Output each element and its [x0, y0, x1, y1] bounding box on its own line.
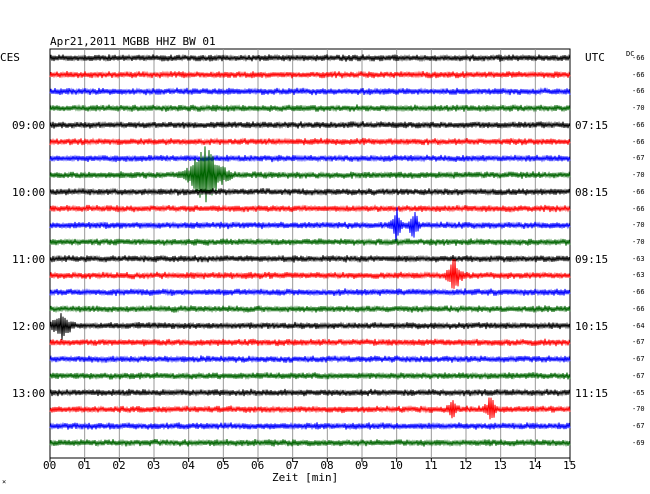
seismic-trace	[49, 388, 571, 397]
dc-value-label: -67	[632, 371, 645, 380]
seismic-trace	[49, 207, 571, 244]
right-time-label: 11:15	[575, 387, 609, 400]
dc-value-label: -67	[632, 154, 645, 163]
corner-mark: ×	[2, 478, 7, 486]
dc-value-label: -64	[632, 321, 645, 330]
x-tick-label: 03	[147, 459, 161, 472]
x-axis-label: Zeit [min]	[272, 471, 339, 484]
x-tick-label: 12	[459, 459, 473, 472]
seismic-trace	[49, 371, 571, 381]
seismic-trace	[49, 204, 571, 213]
dc-value-label: -70	[632, 405, 645, 414]
seismic-trace	[49, 53, 571, 63]
dc-value-label: -70	[632, 238, 645, 247]
dc-value-label: -67	[632, 338, 645, 347]
seismic-trace	[49, 237, 571, 247]
seismic-trace	[49, 103, 571, 113]
right-timezone-label: UTC	[585, 51, 605, 64]
x-tick-label: 04	[181, 459, 195, 472]
x-tick-label: 10	[389, 459, 403, 472]
seismic-trace	[49, 397, 571, 420]
x-tick-label: 00	[43, 459, 57, 472]
seismic-trace	[49, 254, 571, 263]
dc-value-label: -66	[632, 87, 645, 96]
x-tick-label: 15	[563, 459, 577, 472]
seismic-trace	[49, 338, 571, 347]
x-tick-label: 01	[77, 459, 91, 472]
dc-value-label: -70	[632, 221, 645, 230]
left-time-label: 13:00	[12, 387, 46, 400]
seismic-trace	[49, 355, 571, 364]
right-time-label: 10:15	[575, 320, 609, 333]
dc-value-label: -66	[632, 54, 645, 62]
dc-header-label: DC	[626, 50, 635, 58]
x-tick-label: 13	[493, 459, 507, 472]
dc-value-label: -66	[632, 304, 645, 313]
dc-value-label: -66	[632, 288, 645, 297]
left-time-label: 12:00	[12, 320, 46, 333]
seismic-trace	[49, 288, 571, 297]
x-tick-label: 14	[528, 459, 542, 472]
dc-value-label: -67	[632, 355, 645, 364]
seismic-trace	[49, 146, 571, 203]
dc-value-label: -63	[632, 254, 645, 263]
dc-value-label: -63	[632, 271, 645, 280]
dc-value-label: -70	[632, 104, 645, 113]
plot-frame	[49, 48, 571, 459]
seismic-trace	[49, 70, 571, 79]
x-tick-label: 07	[285, 459, 299, 472]
seismic-trace	[49, 137, 571, 146]
x-tick-label: 02	[112, 459, 126, 472]
dc-value-label: -67	[632, 422, 645, 431]
seismic-trace	[49, 187, 571, 196]
dc-value-label: -69	[632, 438, 645, 447]
left-timezone-label: CES	[0, 51, 20, 64]
x-tick-label: 11	[424, 459, 438, 472]
dc-value-label: -66	[632, 187, 645, 196]
right-time-label: 09:15	[575, 253, 609, 266]
left-time-label: 11:00	[12, 253, 46, 266]
seismic-trace	[49, 438, 571, 448]
x-tick-label: 05	[216, 459, 230, 472]
dc-value-label: -70	[632, 171, 645, 180]
left-time-label: 10:00	[12, 186, 46, 199]
seismic-trace	[49, 120, 571, 130]
seismic-trace	[49, 259, 571, 289]
seismic-trace	[49, 313, 571, 340]
x-tick-label: 06	[251, 459, 265, 472]
seismic-trace	[49, 154, 571, 163]
left-time-label: 09:00	[12, 119, 46, 132]
seismic-trace	[49, 304, 571, 314]
dc-value-label: -66	[632, 70, 645, 79]
dc-value-label: -65	[632, 388, 645, 397]
dc-value-label: -66	[632, 137, 645, 146]
x-tick-label: 09	[355, 459, 369, 472]
seismic-trace	[49, 421, 571, 431]
dc-value-label: -66	[632, 120, 645, 129]
dc-value-label: -66	[632, 204, 645, 213]
x-tick-label: 08	[320, 459, 334, 472]
seismic-trace	[49, 87, 571, 96]
plot-title: Apr21,2011 MGBB HHZ BW 01	[50, 35, 216, 48]
right-time-label: 07:15	[575, 119, 609, 132]
right-time-label: 08:15	[575, 186, 609, 199]
